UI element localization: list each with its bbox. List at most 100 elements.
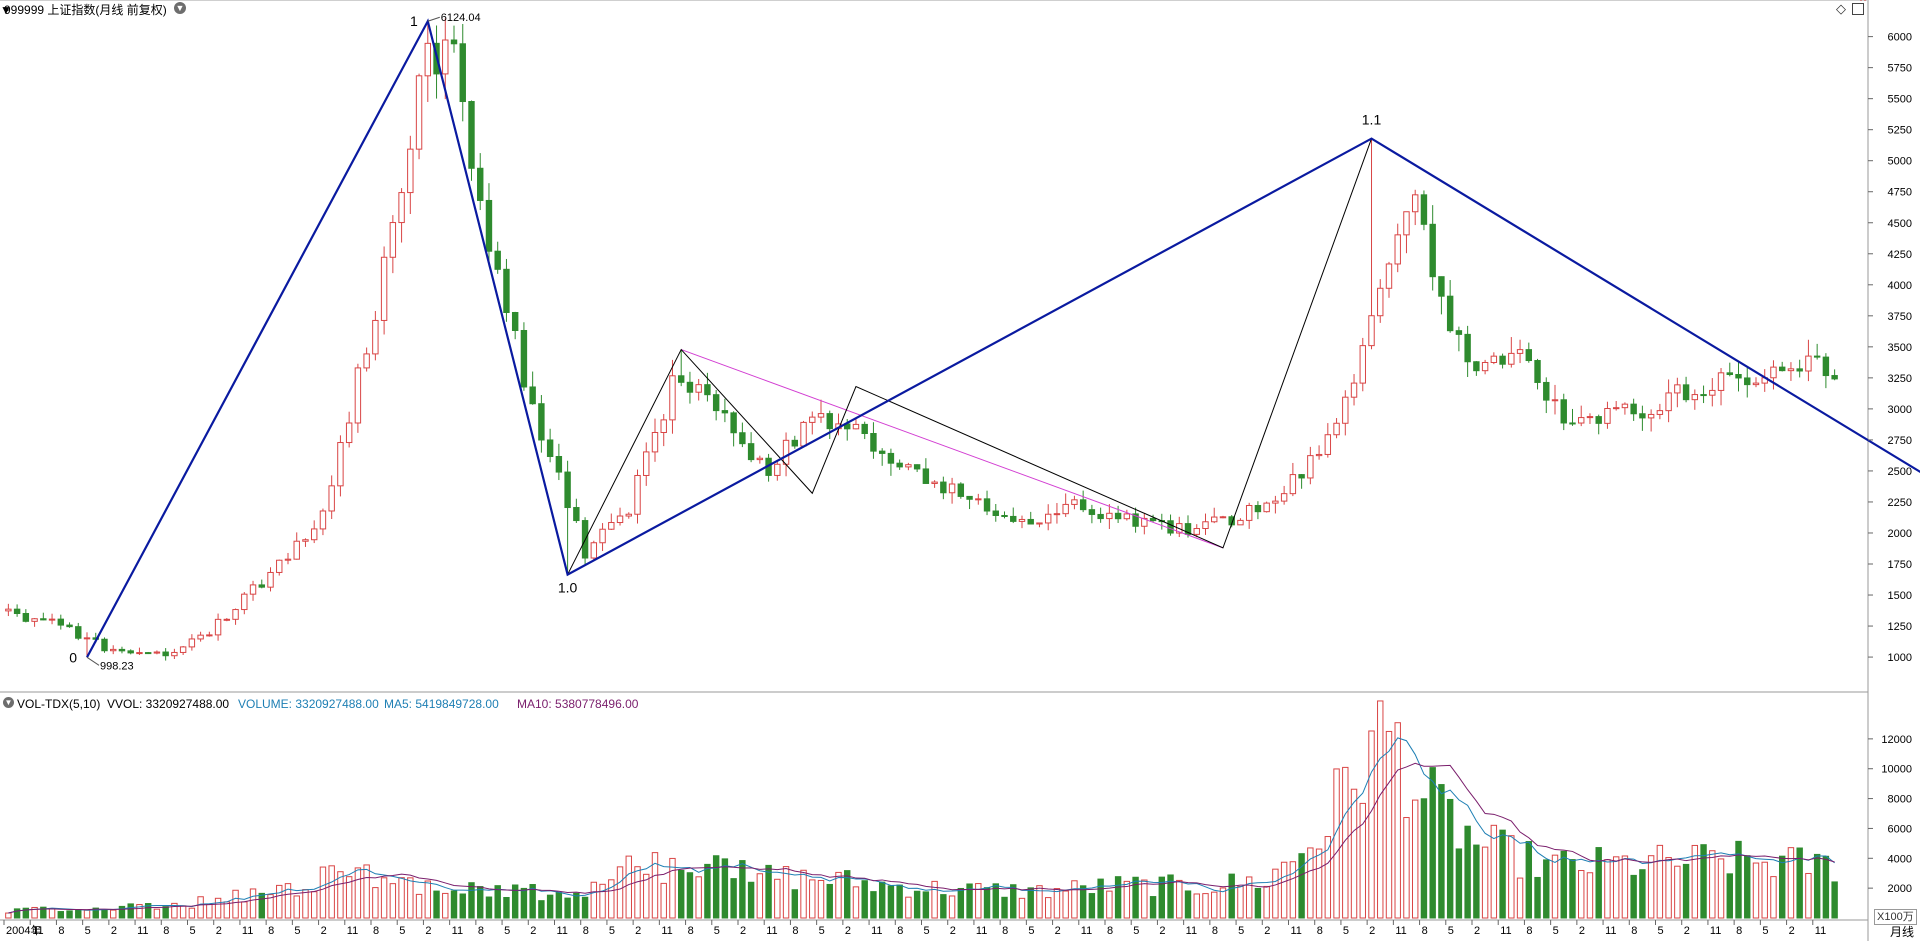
candle-body xyxy=(1359,345,1366,384)
candle-body xyxy=(1534,360,1541,383)
volume-bar xyxy=(1079,885,1087,919)
volume-bar xyxy=(616,866,624,919)
volume-bar xyxy=(896,884,903,919)
volume-bar xyxy=(48,908,56,919)
x-tick-label: 5 xyxy=(1553,925,1559,937)
volume-bar xyxy=(407,877,414,919)
x-tick-label: 8 xyxy=(478,925,484,937)
volume-bar xyxy=(634,866,641,919)
candle-body xyxy=(1682,384,1690,401)
volume-bar xyxy=(415,893,423,919)
x-tick-label: 11 xyxy=(661,925,672,937)
x-tick-label: 8 xyxy=(583,925,589,937)
volume-bar xyxy=(1656,844,1664,919)
volume-bar xyxy=(669,857,676,919)
volume-bar xyxy=(817,879,825,919)
volume-bar xyxy=(503,896,510,919)
candle-body xyxy=(1490,355,1498,363)
volume-bar xyxy=(511,884,519,919)
candle-body xyxy=(494,250,501,270)
volume-bar xyxy=(442,892,449,919)
x-tick-label: 8 xyxy=(268,925,274,937)
x-tick-label: 5 xyxy=(85,925,91,937)
volume-bar xyxy=(310,891,318,919)
candle-body xyxy=(267,571,274,588)
candle-body xyxy=(398,192,405,224)
volume-bar xyxy=(905,896,912,919)
candle-body xyxy=(1569,422,1576,425)
candle-body xyxy=(1770,366,1777,379)
volume-bar xyxy=(302,889,309,919)
candle-body xyxy=(223,618,231,621)
volume-bar xyxy=(730,878,737,919)
candle-body xyxy=(1044,513,1052,524)
x-tick-label: 2 xyxy=(425,925,431,937)
candle-body xyxy=(1001,514,1008,517)
volume-bar xyxy=(1569,859,1576,919)
volume-bar xyxy=(477,886,484,919)
volume-bar xyxy=(1726,873,1733,919)
volume-bar xyxy=(643,873,650,919)
volume-bar xyxy=(1280,861,1288,919)
candle-body xyxy=(1123,513,1131,520)
candle-body xyxy=(677,375,685,383)
title-dropdown-icon[interactable]: ▼ xyxy=(174,2,186,14)
volume-bar xyxy=(677,869,685,919)
volume-bar xyxy=(1752,862,1760,919)
diamond-icon[interactable]: ◇ xyxy=(1836,1,1846,16)
candle-body xyxy=(293,540,300,560)
candle-body xyxy=(1752,382,1760,386)
candle-body xyxy=(477,167,484,201)
x-tick-label: 5 xyxy=(1133,925,1139,937)
x-tick-label: 11 xyxy=(137,925,148,937)
volume-bar xyxy=(118,905,126,919)
candle-body xyxy=(110,648,117,652)
volume-bar xyxy=(782,866,790,919)
candle-body xyxy=(1385,263,1393,289)
candle-body xyxy=(878,450,886,454)
candle-body xyxy=(721,410,729,414)
candle-body xyxy=(704,384,711,396)
volume-bar xyxy=(1709,850,1716,919)
candle-body xyxy=(1062,503,1069,515)
x-tick-label: 2 xyxy=(635,925,641,937)
candle-body xyxy=(695,384,702,393)
volume-bar xyxy=(267,894,274,919)
volume-bar xyxy=(721,858,729,919)
ma10-line xyxy=(8,762,1835,914)
x-tick-label: 5 xyxy=(924,925,930,937)
candle-body xyxy=(887,452,895,464)
candle-body xyxy=(511,312,519,331)
collapse-icon[interactable]: ▼ xyxy=(0,3,12,17)
candle-body xyxy=(337,442,344,487)
volume-bar xyxy=(179,905,187,919)
candle-body xyxy=(800,421,807,447)
volume-bar xyxy=(913,890,921,919)
channel-line xyxy=(681,349,1224,549)
volume-bar xyxy=(695,876,702,919)
panel-icon[interactable] xyxy=(1852,3,1864,15)
candle-body xyxy=(310,528,318,541)
candle-body xyxy=(188,638,196,648)
candle-body xyxy=(468,101,475,169)
y-tick-label: 1500 xyxy=(1888,590,1912,602)
volume-bar xyxy=(1010,884,1017,919)
candle-body xyxy=(1307,455,1314,479)
candle-body xyxy=(1831,375,1838,380)
x-tick-label: 11 xyxy=(32,925,43,937)
candle-body xyxy=(5,608,12,612)
volume-bar xyxy=(40,906,47,919)
volume-bar xyxy=(110,909,117,919)
x-tick-label: 5 xyxy=(190,925,196,937)
candle-body xyxy=(870,433,877,452)
volume-bar xyxy=(389,883,397,919)
x-tick-label: 8 xyxy=(688,925,694,937)
candle-body xyxy=(1438,276,1445,297)
candle-body xyxy=(1709,389,1716,396)
y-tick-label: 5500 xyxy=(1888,94,1912,106)
volume-bar xyxy=(1420,798,1428,919)
volume-bar xyxy=(1621,855,1629,919)
volume-collapse-icon[interactable]: ▼ xyxy=(3,697,14,708)
candle-body xyxy=(634,474,641,515)
